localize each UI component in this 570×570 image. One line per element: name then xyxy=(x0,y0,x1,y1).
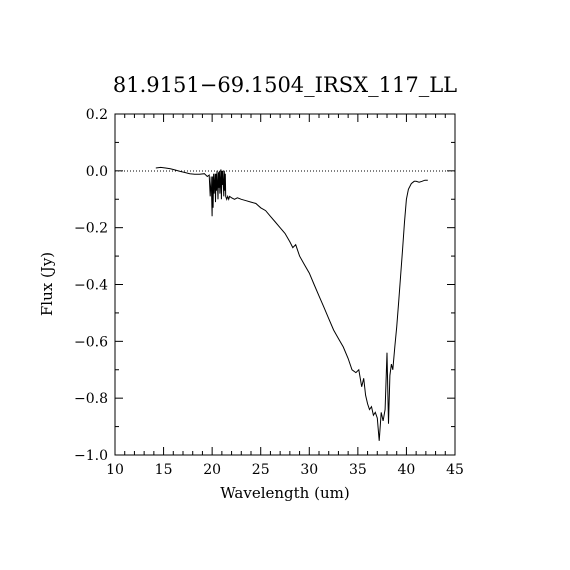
y-tick-label: 0.0 xyxy=(86,164,108,180)
x-tick-label: 45 xyxy=(446,462,464,478)
x-tick-label: 40 xyxy=(398,462,416,478)
chart-title: 81.9151−69.1504_IRSX_117_LL xyxy=(113,73,457,97)
x-tick-label: 35 xyxy=(349,462,367,478)
y-tick-label: −0.6 xyxy=(74,334,108,350)
y-tick-label: −1.0 xyxy=(74,448,108,464)
series-line xyxy=(155,166,428,441)
y-axis-label: Flux (Jy) xyxy=(38,252,56,316)
x-tick-label: 10 xyxy=(106,462,124,478)
y-tick-label: −0.2 xyxy=(74,221,108,237)
y-tick-label: −0.4 xyxy=(74,278,108,294)
x-tick-label: 15 xyxy=(155,462,173,478)
tick-labels: 10 15 20 25 30 35 40 45 0.2 0.0 −0.2 −0.4 −0.6 −0.8 −1… xyxy=(74,107,464,478)
axis-ticks xyxy=(114,113,456,456)
x-tick-label: 30 xyxy=(300,462,318,478)
x-axis-label: Wavelength (um) xyxy=(220,484,349,502)
y-tick-label: 0.2 xyxy=(86,107,108,123)
x-tick-label: 20 xyxy=(203,462,221,478)
x-tick-label: 25 xyxy=(252,462,270,478)
y-tick-label: −0.8 xyxy=(74,391,108,407)
plot-frame xyxy=(114,113,456,456)
